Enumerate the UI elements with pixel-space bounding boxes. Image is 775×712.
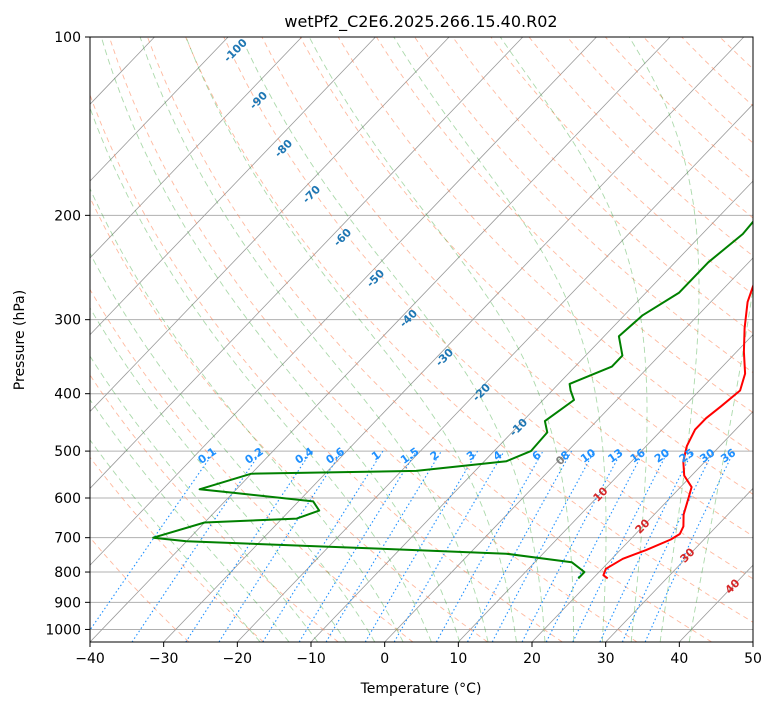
dry-adiabat-label: -40 — [397, 307, 420, 330]
isotherm-line — [0, 37, 228, 642]
dry-adiabat-line — [720, 37, 775, 642]
mixing-ratio-line — [132, 451, 261, 642]
x-axis-label: Temperature (°C) — [360, 681, 482, 697]
mixing-ratio-line — [365, 451, 477, 642]
mixing-ratio-line — [468, 451, 572, 642]
isotherm-line — [753, 37, 775, 642]
dry-adiabat-line — [453, 37, 775, 642]
isotherm-line — [0, 37, 449, 642]
x-tick-label: −20 — [223, 651, 253, 667]
y-tick-label: 600 — [54, 491, 81, 507]
dry-adiabat-line — [0, 37, 189, 642]
isotherm-line — [0, 37, 376, 642]
y-tick-label: 200 — [54, 208, 81, 224]
temperature-profile-line — [603, 37, 775, 578]
dry-adiabat-line — [0, 37, 264, 642]
isotherm-line — [90, 37, 670, 642]
x-tick-label: 10 — [449, 651, 467, 667]
dry-adiabat-line — [682, 37, 775, 642]
y-tick-label: 100 — [54, 30, 81, 46]
background-lines — [0, 37, 775, 642]
moist-adiabat-line — [13, 37, 374, 642]
mixing-ratio-label: 3 — [464, 448, 478, 463]
mixing-ratio-label: 2 — [428, 448, 442, 463]
y-tick-label: 800 — [54, 565, 81, 581]
y-tick-label: 500 — [54, 444, 81, 460]
dry-adiabat-line — [491, 37, 775, 642]
y-tick-label: 300 — [54, 313, 81, 329]
moist-adiabat-line — [689, 37, 765, 642]
mixing-ratio-label: 0.6 — [324, 445, 348, 467]
dry-adiabat-label: -20 — [470, 381, 493, 404]
dry-adiabat-line — [262, 37, 775, 642]
dewpoint-profile-line — [153, 37, 775, 578]
isotherm-line — [0, 37, 7, 642]
x-tick-label: 0 — [380, 651, 389, 667]
mixing-ratio-line — [546, 451, 644, 642]
dry-adiabat-label: -90 — [247, 89, 270, 112]
isotherm-line — [237, 37, 775, 642]
mixing-ratio-line — [82, 451, 215, 642]
x-tick-label: −10 — [296, 651, 326, 667]
dry-adiabat-label: -10 — [507, 416, 530, 439]
mixing-ratio-label: 20 — [652, 446, 672, 466]
mixing-ratio-label: 1 — [369, 448, 383, 463]
y-tick-label: 400 — [54, 387, 81, 403]
isotherm-line — [16, 37, 596, 642]
mixing-ratio-label: 6 — [530, 448, 544, 463]
dry-adiabat-label: -70 — [300, 183, 323, 206]
mixing-ratio-label: 30 — [697, 446, 717, 466]
mixing-ratio-label: 0.1 — [196, 445, 219, 467]
y-tick-label: 700 — [54, 531, 81, 547]
mixing-ratio-label: 10 — [578, 446, 598, 466]
mixing-ratio-line — [436, 451, 543, 642]
dry-adiabat-label: 30 — [678, 545, 698, 565]
moist-adiabat-line — [0, 37, 346, 642]
dry-adiabat-line — [758, 37, 775, 642]
y-tick-label: 1000 — [45, 622, 81, 638]
mixing-ratio-label: 36 — [718, 446, 738, 466]
moist-adiabat-line — [0, 37, 260, 642]
isotherm-line — [532, 37, 775, 642]
chart-title: wetPf2_C2E6.2025.266.15.40.R02 — [284, 12, 557, 32]
series-lines — [153, 37, 775, 578]
dry-adiabat-line — [109, 37, 637, 642]
moist-adiabat-line — [39, 37, 403, 642]
mixing-ratio-line — [186, 451, 312, 642]
mixing-ratio-label: 13 — [606, 446, 626, 465]
moist-adiabat-line — [68, 37, 431, 642]
x-tick-label: 20 — [523, 651, 541, 667]
x-tick-label: −40 — [75, 651, 105, 667]
x-tick-label: −30 — [149, 651, 179, 667]
dry-adiabat-label: -60 — [331, 226, 354, 249]
mixing-ratio-line — [622, 451, 713, 642]
x-tick-label: 30 — [597, 651, 615, 667]
isotherm-line — [0, 37, 302, 642]
dry-adiabat-label: -30 — [433, 346, 456, 369]
dry-adiabat-label: -80 — [272, 137, 295, 160]
y-axis-label: Pressure (hPa) — [12, 290, 28, 390]
mixing-ratio-line — [645, 451, 734, 642]
mixing-ratio-line — [522, 451, 622, 642]
dry-adiabat-line — [644, 37, 775, 642]
mixing-ratio-label: 25 — [677, 446, 697, 465]
dry-adiabat-label: -50 — [364, 267, 387, 290]
dry-adiabat-line — [338, 37, 775, 642]
mixing-ratio-label: 0.4 — [293, 445, 317, 467]
moist-adiabat-line — [241, 37, 545, 642]
y-tick-label: 900 — [54, 595, 81, 611]
dry-adiabat-label: -100 — [221, 36, 250, 65]
x-tick-label: 50 — [744, 651, 762, 667]
x-tick-label: 40 — [670, 651, 688, 667]
dry-adiabat-line — [0, 37, 413, 642]
